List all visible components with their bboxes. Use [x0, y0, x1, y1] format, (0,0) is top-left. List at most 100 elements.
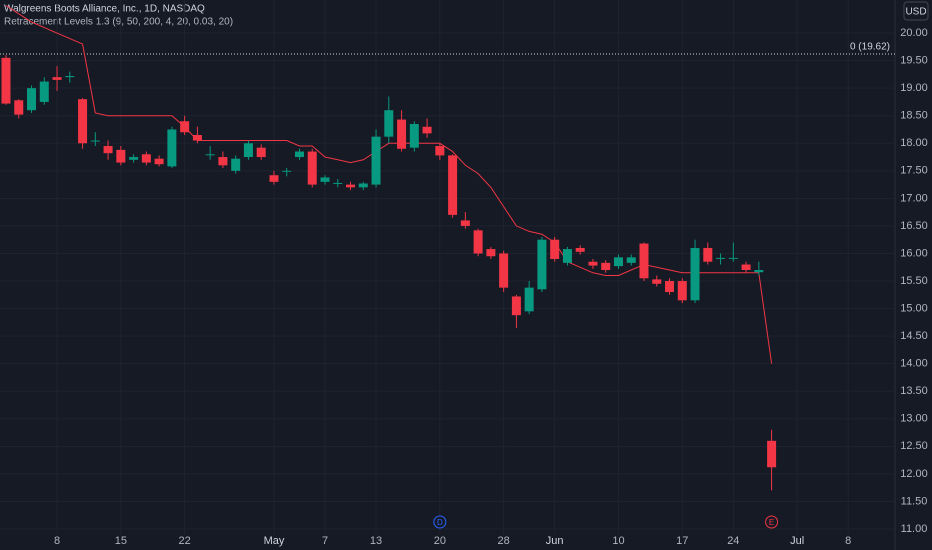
candle-body	[256, 147, 266, 158]
x-tick-label: 7	[322, 535, 328, 547]
y-tick-label: 14.50	[900, 330, 928, 342]
candle-body	[103, 146, 113, 154]
candle-body	[180, 121, 190, 133]
candle-body	[39, 81, 49, 102]
candle-body	[754, 270, 764, 273]
candle-body	[52, 77, 62, 80]
candle-body	[218, 157, 228, 166]
x-tick-label: 15	[115, 535, 127, 547]
candle-body	[141, 154, 151, 163]
candle-body	[1, 57, 11, 104]
y-tick-label: 11.50	[901, 495, 928, 507]
candle-body	[384, 110, 394, 137]
candle-body	[269, 175, 279, 182]
candle-body	[473, 230, 483, 254]
candle-body	[537, 239, 547, 290]
candle-body	[652, 279, 662, 284]
candle-body	[371, 136, 381, 185]
candle-body	[27, 88, 37, 111]
x-tick-label: 8	[845, 535, 851, 547]
y-tick-label: 18.00	[900, 137, 928, 149]
candle-body	[767, 440, 777, 468]
candle-body	[550, 239, 560, 259]
y-tick-label: 16.00	[900, 247, 928, 259]
chart-title: Walgreens Boots Alliance, Inc., 1D, NASD…	[4, 4, 205, 15]
candle-body	[231, 158, 241, 171]
x-tick-label: 13	[370, 535, 382, 547]
candle-body	[486, 249, 496, 257]
candle-body	[358, 183, 368, 188]
y-tick-label: 19.50	[900, 55, 928, 67]
x-tick-label: Jun	[546, 535, 564, 547]
candle-body	[460, 220, 470, 226]
candle-body	[116, 149, 126, 163]
x-tick-label: 28	[498, 535, 510, 547]
candle-body	[243, 143, 253, 158]
candle-body	[307, 151, 317, 185]
candle-body	[397, 119, 407, 149]
y-tick-label: 17.50	[900, 165, 928, 177]
event-marker	[433, 515, 447, 529]
y-tick-label: 16.50	[900, 220, 928, 232]
y-tick-label: 14.00	[900, 358, 928, 370]
candle-body	[282, 170, 292, 172]
y-tick-label: 11.00	[901, 523, 928, 535]
candle-body	[154, 158, 164, 165]
candle-body	[192, 135, 202, 141]
candle-body	[90, 140, 100, 142]
candle-body	[690, 247, 700, 301]
candle-body	[78, 99, 88, 144]
candle-body	[703, 247, 713, 262]
candle-body	[294, 151, 304, 158]
x-tick-label: Jul	[790, 535, 804, 547]
currency[interactable]: USD	[905, 7, 926, 18]
x-tick-label: 22	[179, 535, 191, 547]
candle-body	[665, 281, 675, 293]
candle-body	[422, 126, 432, 134]
candle-body	[333, 182, 343, 184]
candle-body	[448, 155, 458, 215]
candle-body	[588, 261, 598, 266]
candle-body	[320, 177, 330, 182]
level-label: 0 (19.62)	[850, 42, 890, 53]
candle-body	[728, 257, 738, 259]
candle-body	[562, 249, 572, 263]
candle-body	[677, 281, 687, 301]
candle-body	[65, 76, 75, 78]
candle-body	[613, 257, 623, 267]
candle-body	[741, 264, 751, 271]
x-tick-label: 24	[727, 535, 739, 547]
event-label: E	[769, 518, 774, 527]
y-tick-label: 15.50	[900, 275, 928, 287]
candle-body	[14, 100, 24, 115]
currency-box[interactable]	[903, 1, 929, 21]
candle-body	[409, 123, 419, 148]
y-tick-label: 15.00	[900, 302, 928, 314]
x-tick-label: 20	[434, 535, 446, 547]
y-tick-label: 17.00	[900, 192, 928, 204]
event-label: D	[437, 518, 443, 527]
y-tick-label: 20.00	[900, 27, 928, 39]
x-tick-label: May	[264, 535, 285, 547]
indicator-legend: Retracement Levels 1.3 (9, 50, 200, 4, 2…	[4, 17, 233, 28]
candle-body	[524, 287, 534, 312]
candle-body	[575, 247, 585, 252]
candle-body	[639, 243, 649, 279]
x-tick-label: 17	[676, 535, 688, 547]
candle-body	[499, 253, 509, 288]
candle-body	[129, 157, 139, 160]
candle-body	[716, 257, 726, 259]
y-tick-label: 12.50	[900, 440, 928, 452]
y-tick-label: 13.00	[900, 413, 928, 425]
x-tick-label: 8	[54, 535, 60, 547]
candle-body	[435, 146, 445, 156]
event-marker	[765, 515, 779, 529]
y-tick-label: 19.00	[900, 82, 928, 94]
candle-body	[511, 296, 521, 316]
candle-body	[626, 257, 636, 263]
y-tick-label: 18.50	[900, 110, 928, 122]
candle-body	[601, 262, 611, 271]
